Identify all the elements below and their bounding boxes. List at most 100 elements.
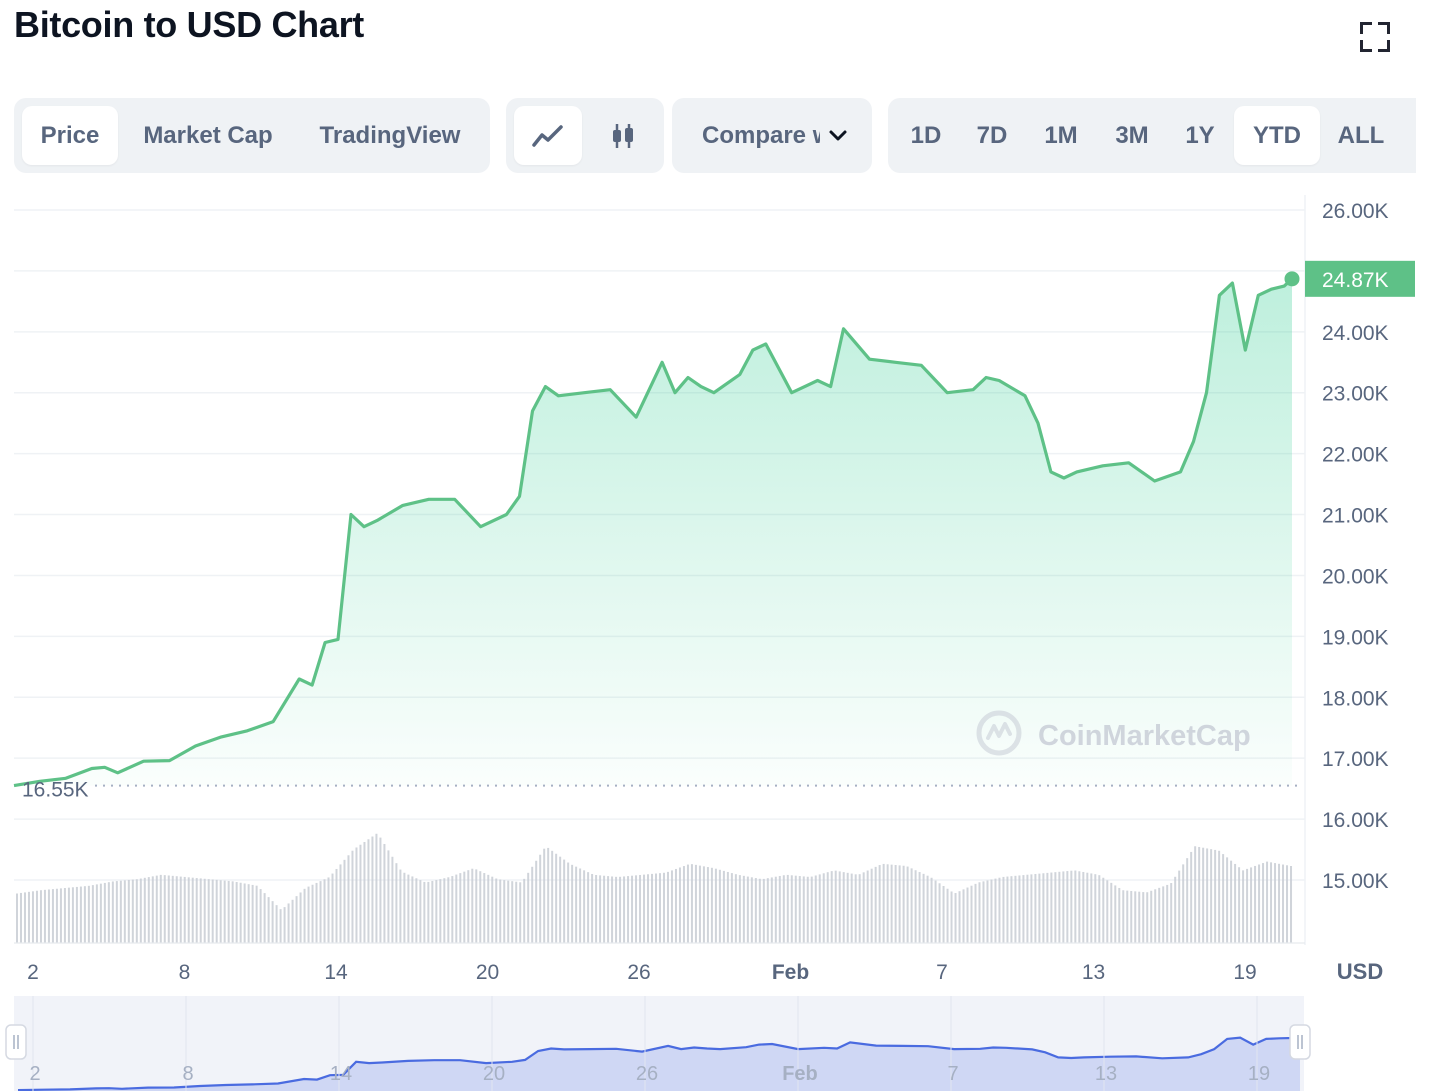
- volume-bar: [491, 876, 494, 943]
- volume-bar: [655, 873, 657, 943]
- volume-bar: [591, 873, 594, 943]
- volume-bar: [143, 877, 146, 943]
- y-tick-label: 22.00K: [1322, 444, 1389, 467]
- volume-bar: [267, 897, 270, 943]
- range-3m[interactable]: 3M: [1115, 121, 1149, 149]
- volume-bar: [1222, 854, 1225, 943]
- compare-dropdown[interactable]: Compare with: [672, 98, 872, 173]
- volume-bar: [1230, 860, 1233, 943]
- volume-bar: [678, 867, 681, 943]
- volume-bar: [770, 877, 773, 943]
- volume-bar: [259, 889, 262, 943]
- volume-bar: [351, 850, 354, 943]
- volume-bar: [83, 886, 86, 943]
- volume-bar: [639, 874, 642, 943]
- navigator-tick-label: 26: [636, 1063, 658, 1085]
- volume-bar: [539, 854, 542, 943]
- volume-bar: [123, 880, 126, 943]
- volume-bar: [786, 874, 789, 943]
- volume-bar: [1126, 890, 1129, 943]
- y-tick-label: 23.00K: [1322, 383, 1389, 406]
- volume-bar: [1138, 891, 1141, 943]
- volume-bar: [1142, 892, 1145, 943]
- volume-bar: [271, 901, 274, 943]
- volume-bar: [1206, 848, 1209, 943]
- range-navigator[interactable]: 2 8 14 20 26 Feb 7 13 19: [5, 996, 1311, 1091]
- chart-type-toggle: [506, 98, 664, 173]
- volume-bar: [127, 879, 130, 943]
- volume-bar: [710, 867, 713, 943]
- tab-price[interactable]: Price: [22, 106, 118, 165]
- volume-bar: [219, 880, 222, 943]
- fullscreen-icon[interactable]: [1358, 20, 1392, 54]
- range-all[interactable]: ALL: [1337, 121, 1385, 149]
- volume-bar: [774, 876, 777, 943]
- volume-bar: [1090, 873, 1093, 943]
- volume-bar: [798, 876, 801, 943]
- y-tick-label: 17.00K: [1322, 748, 1389, 771]
- volume-bar: [555, 853, 558, 943]
- volume-bar: [91, 885, 94, 943]
- volume-bar: [307, 886, 310, 943]
- volume-bar: [607, 876, 610, 943]
- tab-market-cap[interactable]: Market Cap: [143, 121, 273, 149]
- volume-bar: [934, 880, 937, 943]
- range-1d[interactable]: 1D: [910, 121, 942, 149]
- volume-bar: [343, 859, 346, 943]
- volume-bar: [722, 870, 725, 943]
- volume-bar: [479, 871, 482, 943]
- range-1m[interactable]: 1M: [1044, 121, 1078, 149]
- volume-bar: [1226, 857, 1229, 943]
- volume-bar: [938, 883, 941, 943]
- volume-bar: [1094, 874, 1097, 943]
- volume-bar: [599, 875, 602, 943]
- volume-bar: [227, 880, 230, 943]
- navigator-left-handle[interactable]: [5, 1024, 27, 1060]
- volume-bar: [1286, 865, 1289, 943]
- volume-bar: [167, 875, 170, 943]
- volume-bar: [379, 837, 382, 943]
- x-tick-label: Feb: [772, 961, 809, 984]
- volume-bar: [23, 892, 26, 943]
- volume-bar: [714, 868, 717, 943]
- range-1y[interactable]: 1Y: [1185, 121, 1215, 149]
- candlestick-button[interactable]: [590, 106, 656, 165]
- volume-bar: [778, 875, 781, 943]
- volume-bar: [966, 887, 969, 943]
- volume-bar: [794, 875, 797, 943]
- volume-bar: [507, 880, 510, 943]
- price-area: [14, 278, 1292, 786]
- volume-bar: [543, 848, 546, 943]
- volume-bar: [291, 899, 294, 943]
- tab-tradingview[interactable]: TradingView: [319, 121, 461, 149]
- candlestick-icon: [613, 123, 633, 148]
- volume-bar: [738, 875, 741, 943]
- navigator-right-handle[interactable]: [1289, 1024, 1311, 1060]
- volume-bar: [1046, 872, 1049, 943]
- volume-bar: [666, 871, 669, 943]
- volume-bar: [1018, 875, 1021, 943]
- line-chart-button[interactable]: [514, 106, 582, 165]
- volume-bar: [579, 868, 582, 943]
- volume-bar: [495, 878, 498, 943]
- volume-bar: [1054, 872, 1057, 943]
- volume-bar: [16, 893, 18, 943]
- volume-bar: [139, 878, 142, 943]
- y-tick-label: 20.00K: [1322, 565, 1389, 588]
- range-7d[interactable]: 7D: [976, 121, 1008, 149]
- volume-bar: [327, 877, 330, 943]
- volume-bar: [199, 878, 202, 943]
- volume-bar: [131, 879, 134, 943]
- volume-bar: [155, 875, 158, 943]
- volume-bar: [1070, 870, 1073, 943]
- navigator-tick-label: 8: [182, 1063, 193, 1085]
- range-ytd[interactable]: YTD: [1234, 106, 1320, 165]
- volume-bar: [147, 877, 150, 943]
- volume-bar: [95, 884, 98, 943]
- volume-bar: [375, 833, 378, 943]
- volume-bar: [447, 877, 450, 943]
- volume-bar: [203, 878, 206, 943]
- volume-bar: [67, 887, 70, 943]
- volume-bar: [499, 879, 502, 943]
